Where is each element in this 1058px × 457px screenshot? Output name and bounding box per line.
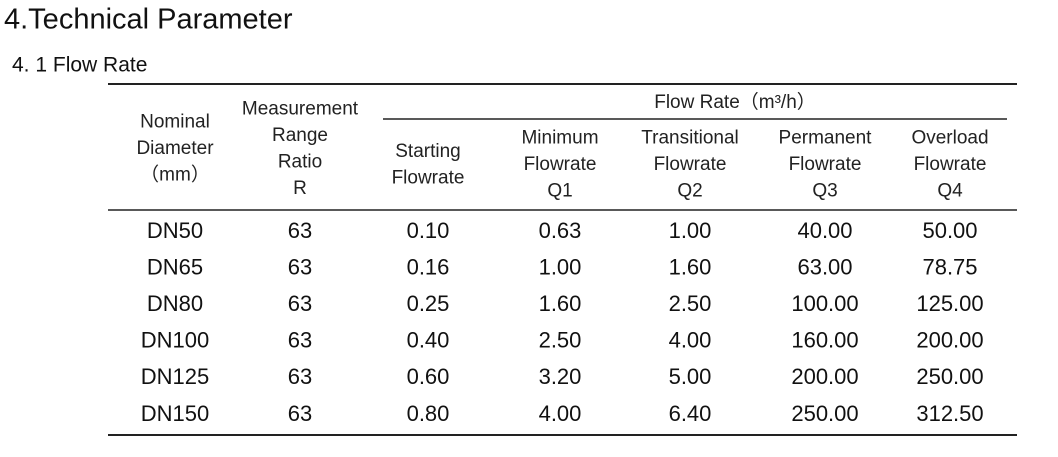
column-header: Flowrate: [789, 154, 862, 175]
cell: 63: [288, 218, 312, 243]
cell: 0.40: [407, 328, 450, 353]
group-header: Flow Rate（m³/h）: [654, 91, 816, 113]
title: 4.Technical Parameter: [4, 4, 293, 36]
column-header: Flowrate: [654, 154, 727, 175]
cell: 0.60: [407, 364, 450, 389]
cell: 250.00: [916, 364, 983, 389]
cell: DN125: [141, 364, 209, 389]
cell: 2.50: [539, 328, 582, 353]
column-header: Q4: [937, 181, 963, 202]
cell: 1.60: [539, 291, 582, 316]
cell: 100.00: [791, 291, 858, 316]
cell: DN50: [147, 218, 203, 243]
column-header: Transitional: [641, 128, 739, 149]
column-header: Q3: [812, 181, 837, 202]
column-header: Minimum: [521, 128, 598, 149]
column-header: Q2: [677, 181, 702, 202]
cell: 63: [288, 254, 312, 279]
column-header: （mm）: [140, 164, 210, 186]
column-header: Flowrate: [914, 154, 987, 175]
cell: 40.00: [797, 218, 852, 243]
cell: 78.75: [922, 254, 977, 279]
column-header: Measurement: [242, 98, 359, 119]
cell: 0.16: [407, 254, 450, 279]
cell: 3.20: [539, 364, 582, 389]
column-header: Q1: [547, 181, 572, 202]
cell: DN65: [147, 254, 203, 279]
cell: 0.63: [539, 218, 582, 243]
cell: 5.00: [669, 364, 712, 389]
cell: 200.00: [916, 328, 983, 353]
column-header: Overload: [911, 128, 988, 149]
column-header: Permanent: [779, 128, 873, 149]
cell: 63: [288, 401, 312, 426]
cell: 1.00: [669, 218, 712, 243]
cell: 63: [288, 291, 312, 316]
column-header: Range: [272, 125, 328, 146]
cell: 200.00: [791, 364, 858, 389]
cell: 1.60: [669, 254, 712, 279]
column-header: Nominal: [140, 112, 210, 133]
cell: 0.10: [407, 218, 450, 243]
cell: 125.00: [916, 291, 983, 316]
cell: 0.80: [407, 401, 450, 426]
cell: 63: [288, 364, 312, 389]
cell: 250.00: [791, 401, 858, 426]
cell: 0.25: [407, 291, 450, 316]
cell: 1.00: [539, 254, 582, 279]
cell: 6.40: [669, 401, 712, 426]
cell: 63: [288, 328, 312, 353]
cell: 160.00: [791, 328, 858, 353]
cell: 50.00: [922, 218, 977, 243]
cell: 4.00: [669, 328, 712, 353]
column-header: Flowrate: [524, 154, 597, 175]
column-header: Ratio: [278, 151, 322, 172]
column-header: Starting: [395, 141, 460, 162]
column-header: Flowrate: [392, 167, 465, 188]
cell: DN150: [141, 401, 209, 426]
cell: DN100: [141, 328, 209, 353]
column-header: Diameter: [136, 138, 214, 159]
cell: 312.50: [916, 401, 983, 426]
subtitle: 4. 1 Flow Rate: [12, 54, 147, 77]
cell: 63.00: [797, 254, 852, 279]
cell: 2.50: [669, 291, 712, 316]
column-header: R: [293, 178, 307, 199]
cell: DN80: [147, 291, 203, 316]
cell: 4.00: [539, 401, 582, 426]
